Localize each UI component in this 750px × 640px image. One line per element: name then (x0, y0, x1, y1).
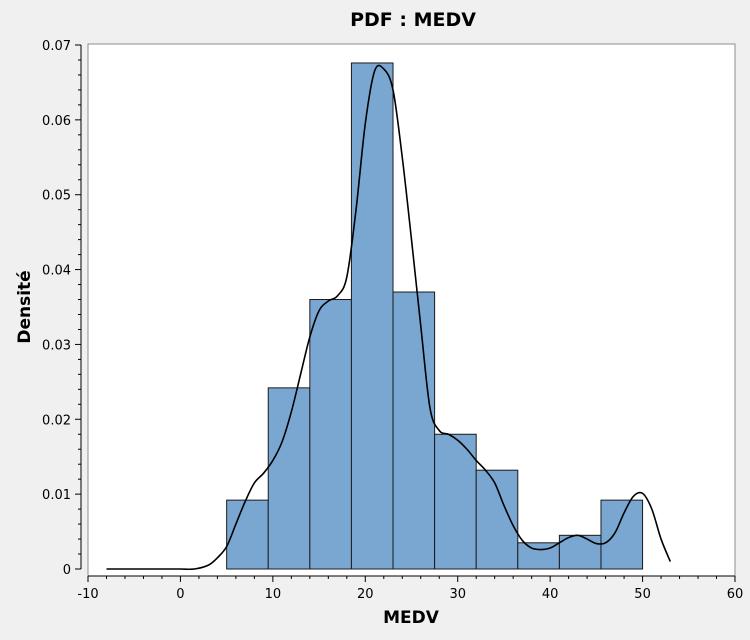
y-tick-label: 0.02 (42, 413, 71, 428)
chart-title: PDF : MEDV (350, 9, 476, 31)
histogram-bar (267, 387, 311, 570)
density-curve (106, 64, 672, 571)
y-tick-label: 0.04 (42, 264, 71, 279)
x-axis-title: MEDV (383, 608, 440, 628)
y-tick-label: 0 (63, 563, 71, 578)
histogram-bar (226, 499, 269, 570)
histogram-bar (309, 299, 352, 570)
histogram-bar (392, 291, 436, 570)
histogram-bar (600, 499, 644, 570)
y-tick-label: 0.01 (42, 488, 71, 503)
x-tick-label: -10 (77, 587, 98, 602)
y-tick-label: 0.07 (42, 39, 71, 54)
y-axis: 0 0.01 0.02 0.03 0.04 0.05 0.06 0.07 (42, 39, 82, 578)
histogram-bar (350, 62, 394, 570)
y-tick-label: 0.03 (42, 338, 71, 353)
y-axis-title: Densité (15, 270, 35, 343)
density-curve-layer (106, 64, 672, 571)
x-tick-label: 60 (727, 587, 744, 602)
histogram-bar (434, 433, 477, 570)
y-tick-label: 0.06 (42, 114, 71, 129)
x-tick-label: 30 (449, 587, 466, 602)
x-tick-label: 40 (542, 587, 559, 602)
histogram-bar (475, 469, 519, 570)
histogram-bar (558, 534, 602, 570)
y-tick-label: 0.05 (42, 189, 71, 204)
histogram-bars (226, 62, 644, 570)
x-tick-label: 20 (357, 587, 374, 602)
x-tick-label: 0 (176, 587, 184, 602)
x-axis: -10 0 10 20 30 40 50 60 (77, 575, 744, 602)
x-tick-label: 50 (634, 587, 651, 602)
x-tick-label: 10 (265, 587, 282, 602)
